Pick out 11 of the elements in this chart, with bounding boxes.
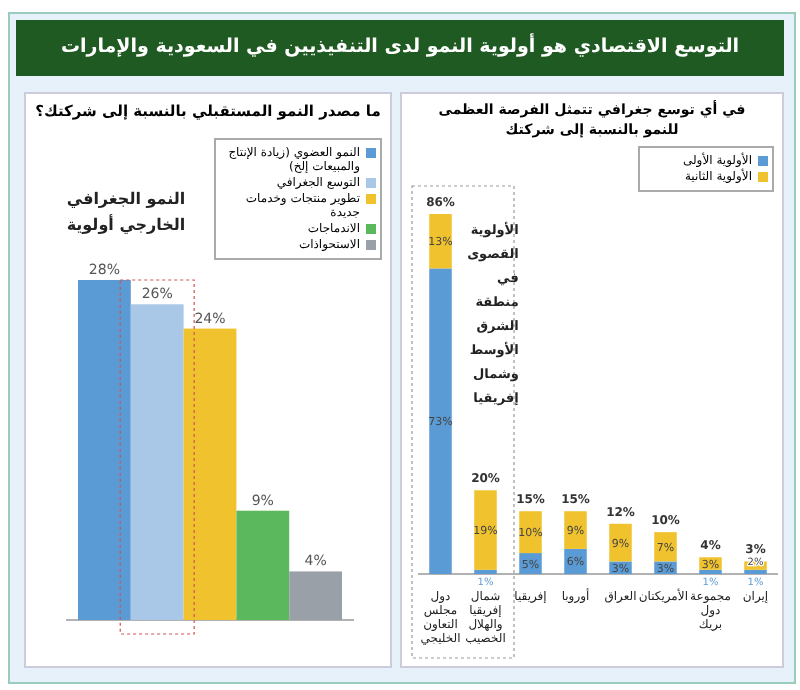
bar bbox=[78, 280, 131, 620]
bar bbox=[183, 328, 237, 620]
bar bbox=[474, 490, 497, 570]
bar bbox=[564, 511, 587, 549]
bar bbox=[289, 571, 342, 620]
bar bbox=[429, 214, 452, 269]
text: التوسع الاقتصادي هو أولوية النمو لدى التنفيذيين في السعودية والإمارات bbox=[16, 20, 784, 76]
bar bbox=[429, 268, 452, 574]
bar bbox=[236, 510, 290, 620]
text: النمو الجغرافي الخارجي أولوية bbox=[64, 188, 188, 238]
bar bbox=[130, 304, 184, 620]
